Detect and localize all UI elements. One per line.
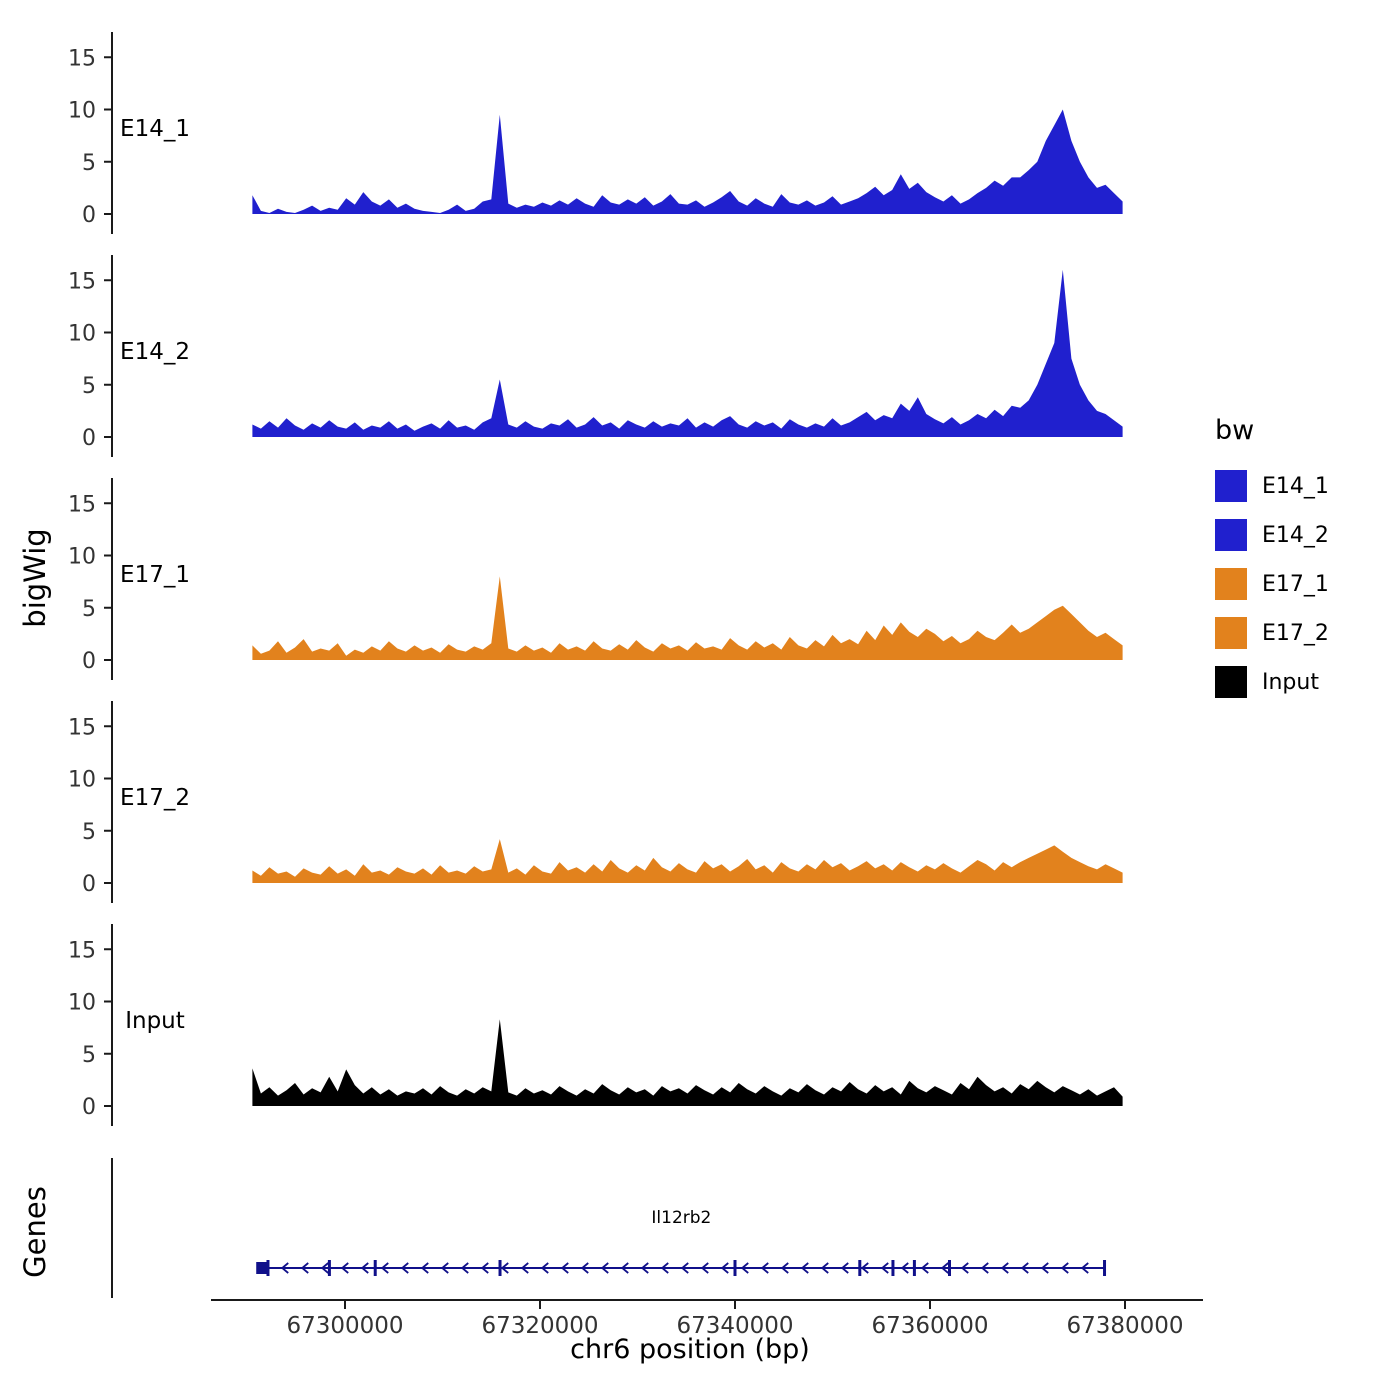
svg-text:10: 10 [68,768,96,793]
svg-text:15: 15 [68,938,96,963]
svg-text:67300000: 67300000 [286,1313,403,1339]
legend-item: E14_1 [1215,470,1400,502]
svg-text:15: 15 [68,492,96,517]
legend: bw E14_1 E14_2 E17_1 E17_2 Input [1215,415,1400,715]
svg-text:5: 5 [82,151,96,176]
legend-label: Input [1262,669,1319,695]
svg-text:5: 5 [82,820,96,845]
legend-title: bw [1215,415,1255,446]
genes-panel: Il12rb2 [0,1150,1400,1310]
legend-item: E17_1 [1215,568,1400,600]
svg-text:0: 0 [82,872,96,897]
legend-swatch-input [1215,666,1247,698]
x-axis: 67300000 67320000 67340000 67360000 67380000 [211,1299,1203,1339]
svg-text:10: 10 [68,322,96,347]
x-axis-title: chr6 position (bp) [570,1334,810,1365]
legend-label: E17_2 [1262,620,1329,646]
coverage-area-chart-e14-1: 0 5 10 15 [68,32,1123,234]
legend-swatch-e14-1 [1215,470,1247,502]
svg-text:67340000: 67340000 [676,1313,793,1339]
gene-name-label: Il12rb2 [651,1208,712,1228]
legend-label: E17_1 [1262,571,1329,597]
track-label: Input [125,1008,185,1034]
svg-text:0: 0 [82,1095,96,1120]
svg-text:67380000: 67380000 [1066,1313,1183,1339]
svg-text:10: 10 [68,545,96,570]
svg-text:10: 10 [68,991,96,1016]
track-panel-e14-1: 0 5 10 15 E14_1 [0,28,1400,236]
svg-text:5: 5 [82,1043,96,1068]
svg-text:0: 0 [82,203,96,228]
svg-text:67360000: 67360000 [871,1313,988,1339]
legend-label: E14_2 [1262,522,1329,548]
track-panel-input: 0 5 10 15 Input [0,920,1400,1128]
svg-text:67320000: 67320000 [481,1313,598,1339]
svg-text:10: 10 [68,99,96,124]
track-label: E14_1 [120,116,190,142]
coverage-area-chart-e17-1: 0 5 10 15 [68,478,1123,680]
svg-text:5: 5 [82,597,96,622]
legend-swatch-e17-2 [1215,617,1247,649]
track-label: E14_2 [120,339,190,365]
legend-item: E17_2 [1215,617,1400,649]
svg-text:0: 0 [82,649,96,674]
svg-text:15: 15 [68,715,96,740]
svg-text:0: 0 [82,426,96,451]
legend-swatch-e17-1 [1215,568,1247,600]
svg-text:5: 5 [82,374,96,399]
svg-text:15: 15 [68,269,96,294]
legend-label: E14_1 [1262,473,1329,499]
legend-item: Input [1215,666,1400,698]
coverage-area-chart-input: 0 5 10 15 [68,924,1123,1126]
coverage-area-chart-e17-2: 0 5 10 15 [68,701,1123,903]
track-panel-e14-2: 0 5 10 15 E14_2 [0,251,1400,459]
track-label: E17_1 [120,562,190,588]
track-panel-e17-2: 0 5 10 15 E17_2 [0,697,1400,905]
legend-item: E14_2 [1215,519,1400,551]
track-label: E17_2 [120,785,190,811]
svg-text:15: 15 [68,46,96,71]
coverage-area-chart-e14-2: 0 5 10 15 [68,255,1123,457]
legend-swatch-e14-2 [1215,519,1247,551]
track-panel-e17-1: 0 5 10 15 E17_1 [0,474,1400,682]
gene-model [111,1158,1107,1298]
